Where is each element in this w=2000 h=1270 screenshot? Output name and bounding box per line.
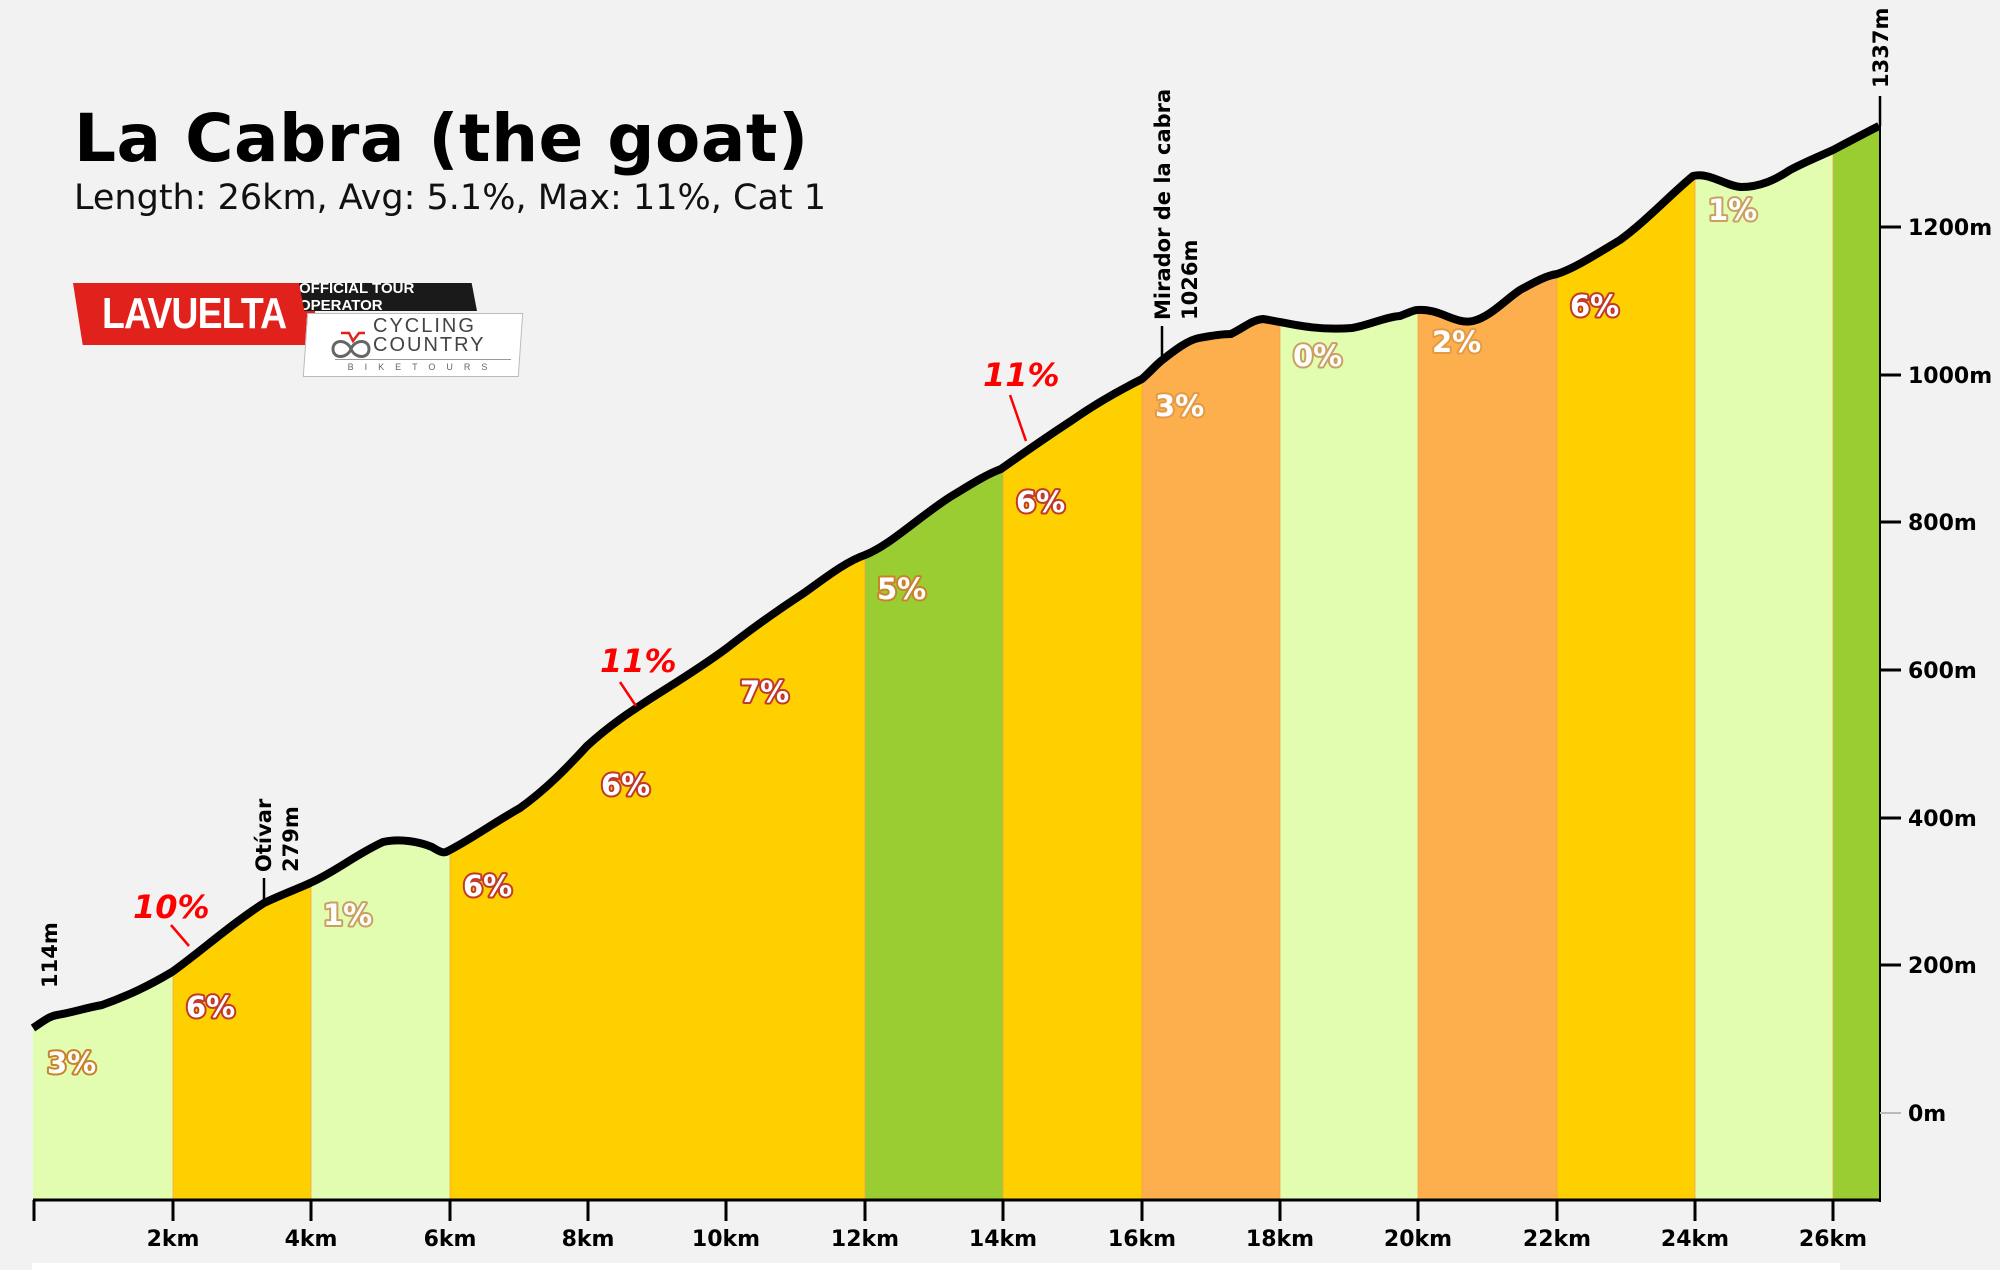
segment-6-12km (450, 126, 865, 1200)
x-tick-20km: 20km (1384, 1227, 1452, 1252)
cycling-country-text: CYCLING COUNTRY (373, 315, 486, 356)
y-tick-200m: 200m (1908, 954, 1977, 979)
segment-18-20km (1280, 126, 1418, 1200)
y-tick-1000m: 1000m (1908, 364, 1992, 389)
grade-label-18-20km: 0% (1293, 339, 1342, 373)
y-tick-800m: 800m (1908, 511, 1977, 536)
bike-infinity-icon (331, 331, 371, 358)
la-vuelta-logo: LAVUELTA (73, 283, 316, 345)
biketours-text: BIKETOURS (335, 359, 511, 372)
y-tick-0m: 0m (1908, 1102, 1946, 1127)
la-vuelta-cycling-country-logo: LAVUELTA OFFICIAL TOUR OPERATOR CYCLING … (73, 281, 525, 377)
x-tick-18km: 18km (1246, 1227, 1314, 1252)
elevation-profile-line (30, 122, 1881, 1032)
gradient-labels: 3% 6% 1% 6% 6% 7% 5% 6% 3% 0% 2% 6% 1% (45, 191, 1759, 1082)
segment-14-16km (1003, 126, 1142, 1200)
grade-label-4-6km: 1% (323, 898, 372, 932)
poi-mirador-elevation: 1026m (1178, 240, 1202, 320)
poi-mirador-name: Mirador de la cabra (1151, 89, 1175, 320)
x-tick-10km: 10km (692, 1227, 760, 1252)
gradient-segments (33, 126, 1880, 1200)
x-tick-6km: 6km (424, 1227, 477, 1252)
x-tick-16km: 16km (1108, 1227, 1176, 1252)
cycling-text: CYCLING (373, 315, 476, 337)
x-tick-22km: 22km (1523, 1227, 1591, 1252)
x-tick-8km: 8km (562, 1227, 615, 1252)
grade-label-10-12km: 7% (740, 675, 789, 709)
poi-otivar-name: Otívar (252, 798, 276, 872)
x-tick-26km: 26km (1799, 1227, 1867, 1252)
grade-label-6-8km: 6% (463, 869, 512, 903)
grade-label-22-24km: 6% (1570, 289, 1619, 323)
poi-markers: 114m Otívar 279m Mirador de la cabra 102… (38, 8, 1893, 988)
official-tour-operator-tag: OFFICIAL TOUR OPERATOR (299, 283, 477, 311)
max-gradient-11pct-a: 11% (600, 642, 677, 680)
grade-label-14-16km: 6% (1016, 485, 1065, 519)
chart-subtitle: Length: 26km, Avg: 5.1%, Max: 11%, Cat 1 (74, 178, 827, 218)
start-elevation-label: 114m (38, 922, 62, 988)
summit-elevation-label: 1337m (1869, 8, 1893, 88)
segment-26-end (1833, 126, 1880, 1200)
x-tick-4km: 4km (285, 1227, 338, 1252)
x-tick-14km: 14km (969, 1227, 1037, 1252)
x-axis: 2km 4km 6km 8km 10km 12km 14km 16km 18km… (32, 1198, 1881, 1252)
grade-label-8-10km: 6% (601, 768, 650, 802)
chart-title: La Cabra (the goat) (74, 100, 809, 177)
grade-label-12-14km: 5% (877, 572, 926, 606)
segment-20-22km (1418, 126, 1557, 1200)
poi-otivar-elevation: 279m (279, 806, 303, 872)
grade-label-0-2km: 3% (47, 1046, 96, 1080)
y-tick-400m: 400m (1908, 807, 1977, 832)
bottom-white-strip (32, 1263, 1840, 1270)
grade-label-20-22km: 2% (1432, 325, 1481, 359)
x-tick-2km: 2km (147, 1227, 200, 1252)
grade-label-2-4km: 6% (186, 990, 235, 1024)
segment-24-26km (1695, 126, 1833, 1200)
max-gradient-10pct: 10% (133, 888, 210, 926)
segment-4-6km (311, 126, 450, 1200)
grade-label-24-26km: 1% (1708, 193, 1757, 227)
x-tick-24km: 24km (1661, 1227, 1729, 1252)
country-text: COUNTRY (373, 334, 486, 356)
x-tick-12km: 12km (831, 1227, 899, 1252)
y-tick-1200m: 1200m (1908, 216, 1992, 241)
max-gradient-annotations: 10% 11% 11% (133, 356, 1060, 947)
max-gradient-11pct-b: 11% (983, 356, 1060, 394)
y-axis: 0m 200m 400m 600m 800m 1000m 1200m (1880, 216, 1992, 1127)
grade-label-16-18km: 3% (1155, 389, 1204, 423)
segment-22-24km (1557, 126, 1695, 1200)
y-tick-600m: 600m (1908, 659, 1977, 684)
